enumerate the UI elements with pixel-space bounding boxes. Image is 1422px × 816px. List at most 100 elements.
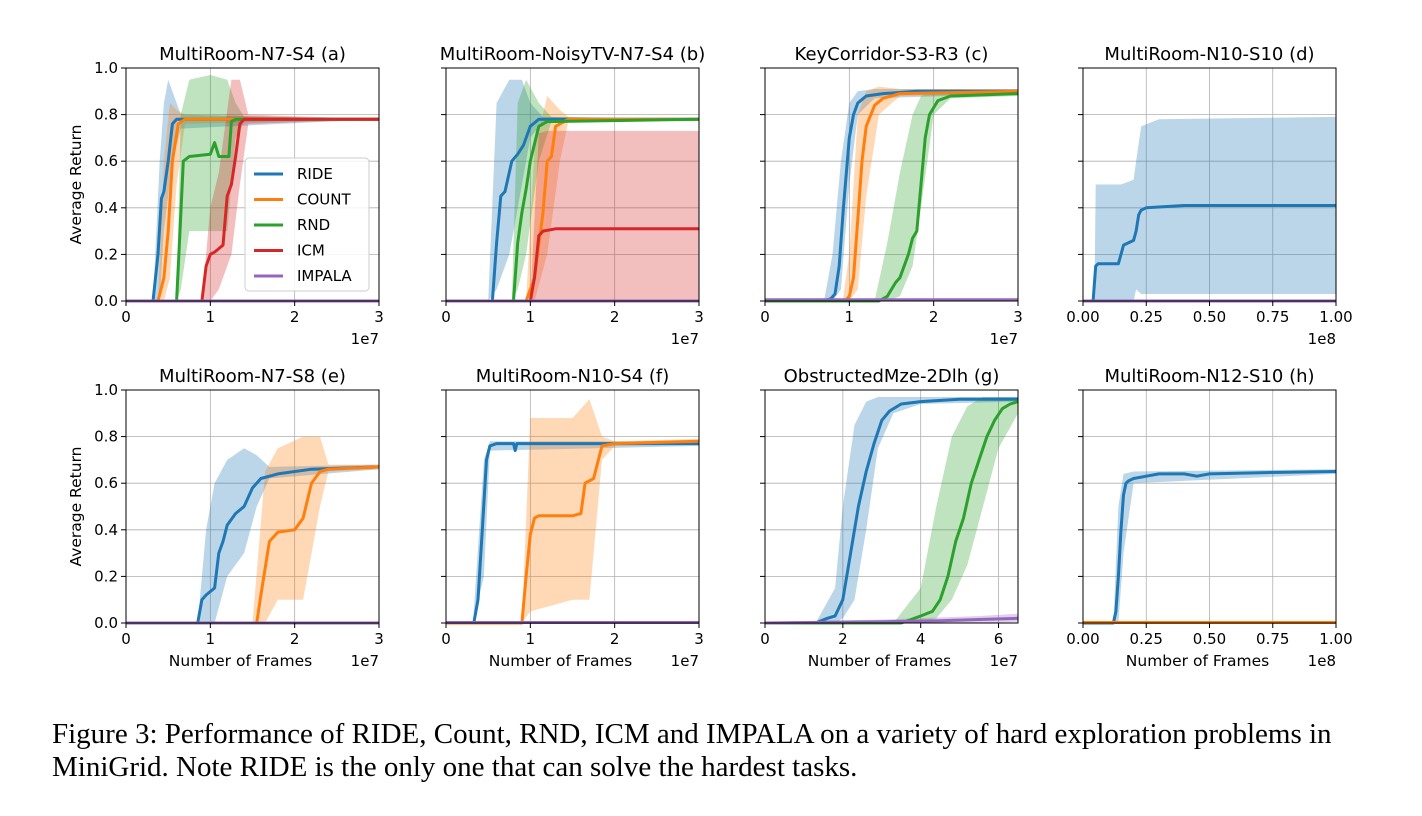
series-count [446, 439, 699, 625]
y-tick-label: 0.0 [94, 292, 118, 310]
band-ride [126, 448, 379, 623]
figure-caption: Figure 3: Performance of RIDE, Count, RN… [52, 718, 1332, 783]
x-tick-label: 1 [206, 630, 216, 648]
x-multiplier: 1e7 [990, 330, 1018, 348]
series-impala [765, 616, 1018, 625]
band-count [446, 399, 699, 623]
panel-title: MultiRoom-N10-S4 (f) [476, 366, 670, 387]
x-tick-label: 2 [929, 308, 939, 326]
series-ride [1083, 204, 1336, 303]
y-tick-label: 0.6 [94, 474, 118, 492]
x-tick-label: 0.75 [1256, 630, 1289, 648]
panel-g: 0 2 4 6 ObstructedMze-2Dlh (g) 1e7 Number of F… [760, 366, 1019, 670]
x-tick-label: 3 [374, 630, 384, 648]
legend-label-ride: RIDE [297, 165, 333, 183]
series-ride [126, 465, 379, 625]
panel-title: MultiRoom-N7-S4 (a) [159, 44, 346, 65]
panel-title: MultiRoom-NoisyTV-N7-S4 (b) [440, 44, 706, 65]
x-tick-label: 1.00 [1319, 630, 1352, 648]
x-tick-label: 2 [290, 308, 300, 326]
x-tick-label: 0 [441, 308, 451, 326]
axes-frame [445, 67, 700, 302]
legend-label-icm: ICM [297, 242, 325, 260]
x-axis-label: Number of Frames [808, 652, 951, 670]
x-axis-label: Number of Frames [1126, 652, 1269, 670]
y-tick-label: 0.2 [94, 567, 118, 585]
legend: RIDE COUNT RND ICM IMPALA [244, 157, 370, 292]
panel-title: MultiRoom-N7-S8 (e) [159, 366, 346, 387]
series-ride [765, 397, 1018, 625]
x-tick-label: 0 [441, 630, 451, 648]
x-multiplier: 1e7 [671, 652, 699, 670]
series-ride [1083, 470, 1336, 625]
band-rnd [765, 91, 1018, 301]
band-ride [446, 79, 699, 301]
legend-label-impala: IMPALA [297, 267, 352, 285]
legend-box [244, 157, 370, 292]
series-ride [446, 117, 699, 303]
x-tick-label: 3 [1013, 308, 1023, 326]
y-tick-label: 0.4 [94, 199, 118, 217]
x-tick-label: 3 [694, 308, 704, 326]
series-count [126, 465, 379, 625]
x-tick-label: 0.50 [1193, 308, 1226, 326]
legend-label-count: COUNT [297, 191, 351, 209]
panel-c: 0 1 2 3 KeyCorridor-S3-R3 (c) 1e7 [760, 44, 1023, 348]
series-ride [446, 442, 699, 625]
y-tick-label: 0.2 [94, 245, 118, 263]
axes-frame [764, 389, 1019, 624]
plot-area-a [126, 75, 379, 303]
x-tick-label: 2 [838, 630, 848, 648]
y-tick-label: 0.8 [94, 428, 118, 446]
y-tick-label: 0.0 [94, 614, 118, 632]
series-rnd [126, 117, 379, 303]
panel-d: 0.00 0.25 0.50 0.75 1.00 MultiRoom-N10-S10 (d… [1066, 44, 1352, 348]
panel-title: MultiRoom-N10-S10 (d) [1104, 44, 1314, 65]
x-tick-label: 2 [290, 630, 300, 648]
y-tick-label: 0.8 [94, 106, 118, 124]
x-multiplier: 1e7 [990, 652, 1018, 670]
plot-area-f [446, 399, 699, 625]
y-tick-label: 0.4 [94, 521, 118, 539]
y-axis-label: Average Return [67, 446, 85, 566]
axes-frame [125, 389, 380, 624]
x-tick-label: 0 [121, 308, 131, 326]
x-multiplier: 1e7 [671, 330, 699, 348]
panel-f: 0 1 2 3 MultiRoom-N10-S4 (f) 1e7 Number of Fra… [441, 366, 704, 670]
x-tick-label: 0.00 [1066, 308, 1099, 326]
x-tick-label: 0 [760, 308, 770, 326]
series-icm [126, 117, 379, 303]
x-multiplier: 1e8 [1308, 652, 1336, 670]
series-rnd [765, 92, 1018, 303]
panel-title: KeyCorridor-S3-R3 (c) [795, 44, 989, 65]
x-tick-label: 3 [694, 630, 704, 648]
band-icm [446, 130, 699, 301]
figure-3: 0 1 2 3 0.0 0.2 0.4 0.6 0.8 1.0 MultiRoom-N7-S4 (a… [67, 44, 1353, 670]
x-tick-label: 0.25 [1130, 308, 1163, 326]
plot-area-c [765, 86, 1018, 303]
x-multiplier: 1e7 [351, 330, 379, 348]
y-tick-label: 1.0 [94, 59, 118, 77]
x-tick-label: 1 [526, 630, 536, 648]
x-tick-label: 3 [374, 308, 384, 326]
x-tick-label: 0 [121, 630, 131, 648]
x-axis-label: Number of Frames [489, 652, 632, 670]
band-rnd [765, 397, 1018, 623]
panel-a: 0 1 2 3 0.0 0.2 0.4 0.6 0.8 1.0 MultiRoom-N7-S4 (a… [67, 44, 384, 348]
panel-h: 0.00 0.25 0.50 0.75 1.00 MultiRoom-N12-S10 (h… [1066, 366, 1352, 670]
x-tick-label: 0.00 [1066, 630, 1099, 648]
panel-title: MultiRoom-N12-S10 (h) [1104, 366, 1314, 387]
x-tick-label: 1.00 [1319, 308, 1352, 326]
x-tick-label: 1 [206, 308, 216, 326]
series-ride [126, 117, 379, 303]
x-axis-label: Number of Frames [169, 652, 312, 670]
x-multiplier: 1e8 [1308, 330, 1336, 348]
x-tick-label: 2 [610, 630, 620, 648]
band-rnd [126, 75, 379, 301]
series-count [765, 89, 1018, 303]
panel-b: 0 1 2 3 MultiRoom-NoisyTV-N7-S4 (b) 1e7 [440, 44, 706, 348]
plot-area-d [1083, 116, 1336, 303]
x-multiplier: 1e7 [351, 652, 379, 670]
series-rnd [446, 117, 699, 303]
x-tick-label: 0.50 [1193, 630, 1226, 648]
